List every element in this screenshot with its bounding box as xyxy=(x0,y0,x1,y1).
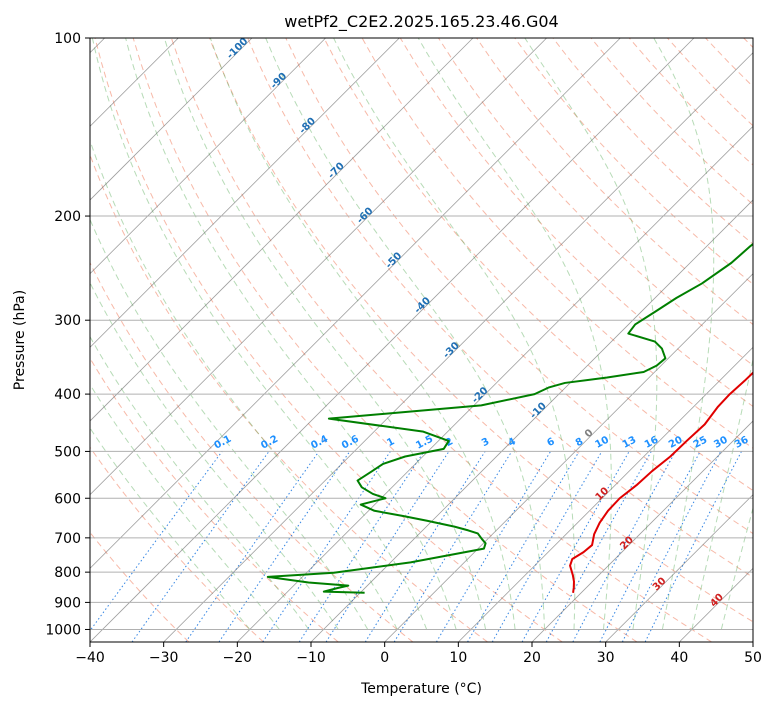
moist-adiabat xyxy=(691,357,753,630)
y-tick-label: 700 xyxy=(54,531,81,547)
y-tick-label: 800 xyxy=(54,565,81,581)
moist-adiabat xyxy=(417,38,612,630)
y-axis: 100 200 300 400 500 600 700 800 900 1000 xyxy=(45,31,90,638)
y-axis-label: Pressure (hPa) xyxy=(12,290,28,390)
moist-adiabat xyxy=(91,38,428,630)
isotherm-line xyxy=(90,38,621,569)
profile-series xyxy=(266,242,753,594)
dry-adiabat xyxy=(476,38,753,326)
moist-adiabat xyxy=(163,38,487,630)
mixing-ratio-label: 1 xyxy=(385,436,396,449)
dry-adiabat xyxy=(90,261,414,642)
x-tick-label: 40 xyxy=(670,650,688,666)
isotherm-line xyxy=(90,38,326,275)
temperature-profile-line xyxy=(569,371,753,593)
y-tick-label: 900 xyxy=(54,595,81,611)
mixing-ratio-line xyxy=(218,451,351,642)
mixing-ratio-line xyxy=(545,451,652,642)
mixing-ratio-label: 3 xyxy=(480,436,491,449)
mixing-ratio-line xyxy=(572,451,676,642)
x-tick-label: −30 xyxy=(149,650,179,666)
pressure-gridlines xyxy=(90,38,753,630)
y-tick-label: 500 xyxy=(54,444,81,460)
isotherm-line xyxy=(458,346,753,642)
moist-adiabat xyxy=(209,38,516,630)
x-axis: −40 −30 −20 −10 0 10 20 30 40 50 xyxy=(75,642,762,666)
y-tick-label: 400 xyxy=(54,387,81,403)
isotherm-line xyxy=(531,420,753,642)
isotherm-line xyxy=(384,273,753,642)
dewpoint-profile-line xyxy=(266,242,753,594)
isotherm-line xyxy=(90,38,253,201)
x-tick-label: −20 xyxy=(223,650,253,666)
mixing-ratio-line xyxy=(185,451,320,642)
mixing-ratio-label: 8 xyxy=(574,436,585,449)
moist-adiabat xyxy=(333,38,576,630)
moist-adiabats xyxy=(90,38,753,630)
mixing-ratio-line xyxy=(90,451,223,632)
y-tick-label: 100 xyxy=(54,31,81,47)
isotherm-line xyxy=(90,38,474,422)
isotherm-line xyxy=(90,38,400,348)
isotherm-line xyxy=(237,125,753,642)
mixing-ratio-line xyxy=(521,451,630,642)
moist-adiabat xyxy=(90,218,369,630)
mixing-ratio-line xyxy=(325,451,450,642)
moist-adiabat xyxy=(90,383,280,630)
y-tick-label: 200 xyxy=(54,209,81,225)
mixing-ratio-label: 4 xyxy=(507,436,518,449)
moist-adiabat xyxy=(90,335,310,630)
moist-adiabat xyxy=(90,281,339,630)
isotherm-line xyxy=(163,52,753,642)
isotherms xyxy=(90,38,753,642)
dry-adiabat xyxy=(90,446,264,642)
dry-adiabat xyxy=(323,38,753,492)
mixing-ratio-line xyxy=(393,451,513,642)
isotherm-line xyxy=(90,38,547,496)
x-tick-label: 0 xyxy=(380,650,389,666)
dry-adiabat xyxy=(209,38,753,623)
dry-adiabats xyxy=(90,38,753,642)
moist-adiabat xyxy=(90,138,398,630)
mixing-ratio-line xyxy=(262,451,391,642)
plot-frame xyxy=(89,37,754,643)
y-tick-label: 300 xyxy=(54,313,81,329)
x-tick-label: 20 xyxy=(523,650,541,666)
isotherm-line xyxy=(310,199,753,642)
moist-adiabat xyxy=(720,506,753,630)
moist-adiabat xyxy=(90,427,251,630)
mixing-ratio-line xyxy=(644,451,742,642)
moist-adiabat xyxy=(125,38,457,630)
dry-adiabat xyxy=(247,38,753,578)
dry-adiabat xyxy=(132,38,638,642)
mixing-ratio-label: 6 xyxy=(545,436,556,449)
isotherm-line xyxy=(605,494,753,642)
dry-adiabat xyxy=(94,38,563,642)
x-tick-label: −10 xyxy=(296,650,326,666)
mixing-ratio-label: 2 xyxy=(444,436,455,449)
x-tick-label: 50 xyxy=(744,650,762,666)
moist-adiabat xyxy=(653,38,715,630)
dry-adiabat xyxy=(170,38,712,642)
isotherm-line xyxy=(90,38,695,642)
mixing-ratio-line xyxy=(298,451,425,642)
y-tick-label: 1000 xyxy=(45,622,81,638)
x-axis-label: Temperature (°C) xyxy=(360,681,482,697)
chart-title: wetPf2_C2E2.2025.165.23.46.G04 xyxy=(284,12,558,32)
x-tick-label: −40 xyxy=(75,650,105,666)
dry-adiabat xyxy=(285,38,753,535)
moist-adiabat xyxy=(524,38,658,630)
plot-area: -100-90-80-70-60-50-40-30-20-10010203040… xyxy=(90,38,753,642)
x-tick-label: 10 xyxy=(449,650,467,666)
dry-adiabat xyxy=(514,38,753,285)
mixing-ratio-line xyxy=(621,451,722,642)
x-tick-label: 30 xyxy=(597,650,615,666)
moist-adiabat xyxy=(265,38,546,630)
y-tick-label: 600 xyxy=(54,491,81,507)
dry-adiabat xyxy=(90,357,339,642)
